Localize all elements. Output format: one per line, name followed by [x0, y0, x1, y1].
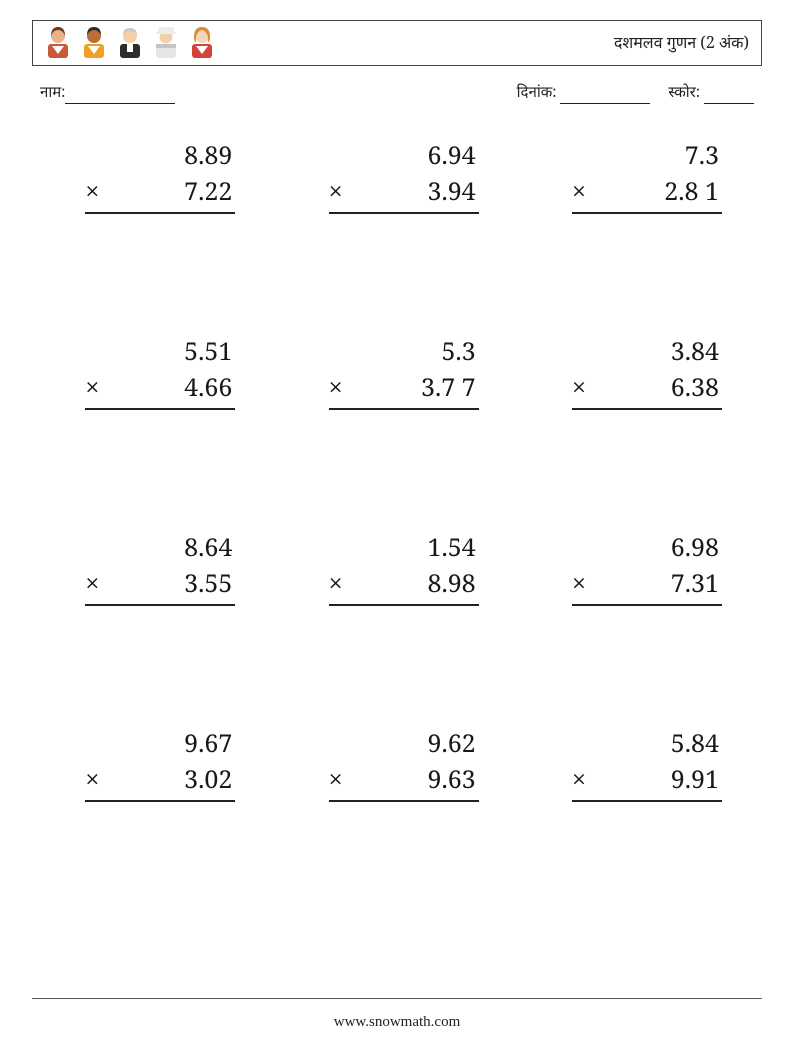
score-label: स्कोर: [668, 82, 700, 102]
problem-6: 3.84×6.38 [572, 334, 722, 410]
multiplier: 9.91 [592, 762, 722, 796]
multiply-sign: × [85, 762, 105, 796]
multiply-sign: × [85, 174, 105, 208]
multiplier-row: ×8.98 [329, 566, 479, 606]
multiplier: 7.31 [592, 566, 722, 600]
multiplier-row: ×7.31 [572, 566, 722, 606]
multiplier-row: ×9.63 [329, 762, 479, 802]
multiplier: 3.94 [349, 174, 479, 208]
multiplier: 3.02 [105, 762, 235, 796]
problem-2: 6.94×3.94 [329, 138, 479, 214]
multiply-sign: × [572, 566, 592, 600]
problem-5: 5.3×3.7 7 [329, 334, 479, 410]
person-2-icon [81, 24, 107, 63]
multiply-sign: × [329, 370, 349, 404]
problem-4: 5.51×4.66 [85, 334, 235, 410]
multiplier-row: ×6.38 [572, 370, 722, 410]
header-icons [45, 24, 215, 63]
person-3-icon [117, 24, 143, 63]
multiply-sign: × [85, 566, 105, 600]
multiplier: 9.63 [349, 762, 479, 796]
header-bar: दशमलव गुणन (2 अंक) [32, 20, 762, 66]
multiplier: 3.7 7 [349, 370, 479, 404]
problem-9: 6.98×7.31 [572, 530, 722, 606]
multiply-sign: × [329, 174, 349, 208]
problem-1: 8.89×7.22 [85, 138, 235, 214]
multiplier-row: ×9.91 [572, 762, 722, 802]
multiplicand: 8.89 [85, 138, 235, 172]
name-label: नाम: [40, 82, 65, 104]
multiplicand: 8.64 [85, 530, 235, 564]
multiplicand: 6.94 [329, 138, 479, 172]
multiplier: 8.98 [349, 566, 479, 600]
multiplier-row: ×3.7 7 [329, 370, 479, 410]
multiplicand: 9.62 [329, 726, 479, 760]
person-4-icon [153, 24, 179, 63]
worksheet-title: दशमलव गुणन (2 अंक) [614, 31, 749, 55]
multiplier: 2.8 1 [592, 174, 722, 208]
multiplier: 4.66 [105, 370, 235, 404]
multiply-sign: × [572, 762, 592, 796]
multiplier-row: ×3.55 [85, 566, 235, 606]
multiplier-row: ×3.02 [85, 762, 235, 802]
problem-11: 9.62×9.63 [329, 726, 479, 802]
name-blank[interactable] [65, 89, 175, 104]
multiplier-row: ×3.94 [329, 174, 479, 214]
multiplier: 7.22 [105, 174, 235, 208]
score-blank[interactable] [704, 89, 754, 104]
date-label: दिनांक: [517, 82, 557, 102]
multiply-sign: × [85, 370, 105, 404]
multiplier-row: ×7.22 [85, 174, 235, 214]
multiplier-row: ×2.8 1 [572, 174, 722, 214]
problems-grid: 8.89×7.226.94×3.947.3×2.8 15.51×4.665.3×… [32, 138, 762, 802]
footer-text: www.snowmath.com [0, 1014, 794, 1031]
problem-7: 8.64×3.55 [85, 530, 235, 606]
date-blank[interactable] [560, 89, 650, 104]
problem-3: 7.3×2.8 1 [572, 138, 722, 214]
footer-rule [32, 998, 762, 999]
person-5-icon [189, 24, 215, 63]
multiplier: 3.55 [105, 566, 235, 600]
problem-10: 9.67×3.02 [85, 726, 235, 802]
multiplier: 6.38 [592, 370, 722, 404]
multiplicand: 3.84 [572, 334, 722, 368]
person-1-icon [45, 24, 71, 63]
multiplicand: 9.67 [85, 726, 235, 760]
info-row: नाम: दिनांक: स्कोर: [32, 82, 762, 104]
multiplicand: 5.3 [329, 334, 479, 368]
multiply-sign: × [329, 762, 349, 796]
problem-8: 1.54×8.98 [329, 530, 479, 606]
multiplier-row: ×4.66 [85, 370, 235, 410]
multiply-sign: × [572, 174, 592, 208]
problem-12: 5.84×9.91 [572, 726, 722, 802]
multiply-sign: × [572, 370, 592, 404]
multiplicand: 5.84 [572, 726, 722, 760]
multiplicand: 6.98 [572, 530, 722, 564]
multiply-sign: × [329, 566, 349, 600]
multiplicand: 5.51 [85, 334, 235, 368]
multiplicand: 1.54 [329, 530, 479, 564]
multiplicand: 7.3 [572, 138, 722, 172]
